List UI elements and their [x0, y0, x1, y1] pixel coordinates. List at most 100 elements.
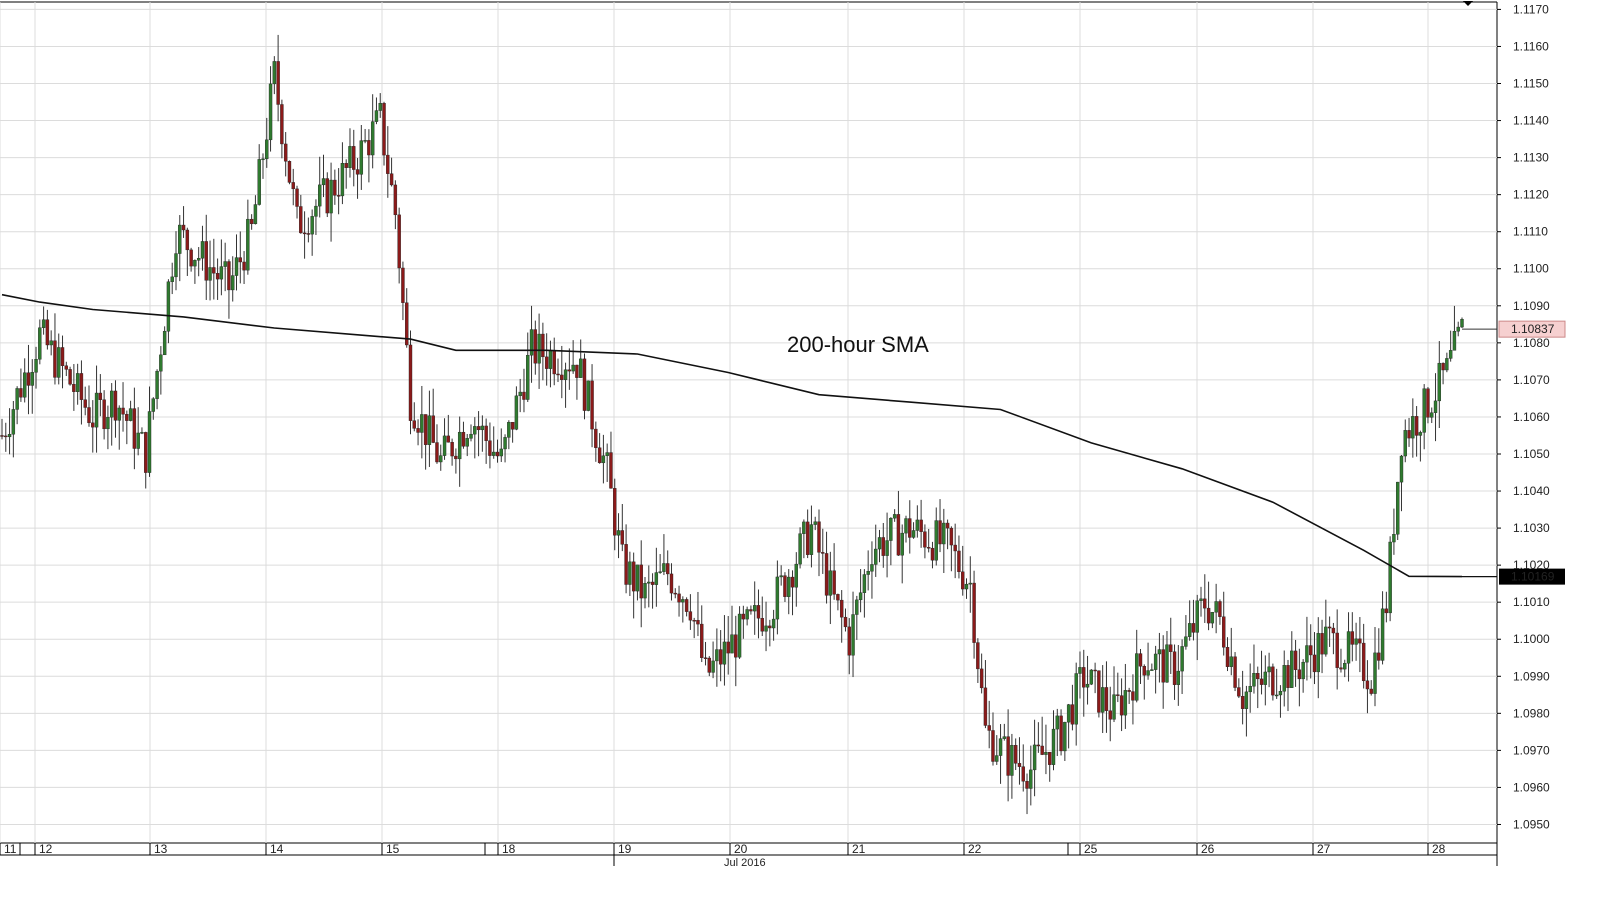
x-tick-label: 11: [4, 842, 17, 856]
candle: [1029, 745, 1033, 806]
candle: [828, 551, 833, 625]
candle: [1138, 648, 1143, 684]
candle: [30, 359, 34, 414]
candle-body-down: [299, 206, 303, 234]
candle: [544, 333, 549, 386]
candle: [94, 365, 99, 453]
candle: [1161, 635, 1165, 709]
x-tick-label: 18: [502, 842, 516, 856]
candle: [514, 386, 519, 431]
candle-body-up: [737, 613, 742, 658]
candle: [291, 168, 295, 206]
candle: [976, 638, 980, 684]
candle-body-down: [696, 620, 700, 625]
candle: [238, 231, 242, 284]
candle-body-down: [1013, 745, 1018, 764]
candle-body-down: [1426, 388, 1430, 418]
candle: [382, 101, 386, 166]
candle-body-up: [7, 433, 12, 438]
candle: [1214, 583, 1218, 634]
candle: [1252, 644, 1256, 694]
candle: [1373, 627, 1377, 707]
candle: [1441, 362, 1445, 385]
x-tick-label: 25: [1084, 842, 1098, 856]
candle: [1089, 669, 1094, 686]
candle-body-up: [503, 437, 507, 450]
candle-body-up: [1422, 388, 1426, 433]
candle: [1002, 723, 1007, 741]
candle-body-down: [1286, 665, 1290, 688]
candle: [1082, 649, 1086, 717]
candle-body-down: [1327, 626, 1332, 629]
candle-body-up: [1267, 666, 1271, 673]
candle-body-up: [329, 179, 333, 214]
candle: [983, 660, 988, 729]
candle-body-up: [117, 407, 121, 421]
candle-body-up: [658, 571, 662, 573]
candle-body-up: [601, 455, 606, 464]
candle-body-up: [1165, 644, 1169, 683]
candle-body-up: [526, 355, 530, 400]
x-tick-label: 12: [39, 842, 53, 856]
candle-body-up: [106, 417, 110, 430]
candle-body-down: [839, 599, 844, 618]
y-tick-label: 1.0990: [1513, 669, 1550, 683]
candle-body-up: [1452, 331, 1457, 351]
candle-body-down: [1331, 627, 1336, 634]
candle: [915, 505, 920, 538]
candle: [529, 305, 534, 383]
candle-body-down: [295, 188, 299, 207]
candle: [159, 346, 163, 395]
candle: [1365, 660, 1370, 714]
x-tick-label: 22: [968, 842, 982, 856]
candle: [1104, 661, 1109, 733]
candle-body-down: [1256, 673, 1260, 680]
candle-body-up: [174, 253, 178, 278]
candle: [1135, 629, 1139, 703]
candle: [1013, 738, 1018, 771]
candle: [1335, 609, 1339, 690]
candle-body-up: [998, 738, 1003, 756]
candle-body-up: [915, 519, 920, 531]
candle: [450, 438, 454, 466]
candle: [193, 259, 197, 284]
candle-body-up: [465, 438, 469, 447]
candle-body-down: [26, 372, 31, 386]
candle: [1112, 666, 1116, 723]
candle: [1437, 341, 1442, 429]
candle-body-up: [1433, 400, 1438, 413]
candle: [1085, 655, 1090, 705]
y-tick-label: 1.1000: [1513, 632, 1550, 646]
candle-body-up: [809, 524, 814, 555]
candle: [473, 417, 477, 459]
candle-body-up: [11, 409, 16, 435]
candle: [1063, 721, 1067, 762]
candle: [1286, 659, 1290, 712]
candle: [1377, 628, 1381, 670]
candle-body-up: [514, 395, 519, 430]
candle: [242, 251, 246, 284]
candle-body-down: [1104, 687, 1109, 711]
candle: [1392, 508, 1396, 555]
candle: [276, 34, 280, 122]
candle-body-up: [616, 530, 621, 536]
candle: [1119, 678, 1124, 732]
candle-body-down: [1021, 766, 1025, 782]
candle-body-up: [775, 576, 780, 620]
candle-body-down: [1169, 644, 1173, 652]
candle: [639, 540, 643, 628]
candle-body-down: [431, 415, 435, 443]
candle-body-up: [964, 583, 969, 590]
x-tick-label: 27: [1317, 842, 1331, 856]
candle: [560, 345, 564, 399]
candle: [469, 424, 473, 442]
candle-body-down: [382, 103, 386, 156]
candle-body-down: [389, 173, 394, 186]
candle-body-down: [1309, 645, 1313, 656]
candle: [1048, 751, 1052, 782]
candle: [756, 589, 761, 639]
candle: [673, 588, 677, 599]
candle-body-down: [1320, 633, 1324, 655]
candle-body-down: [98, 392, 103, 400]
